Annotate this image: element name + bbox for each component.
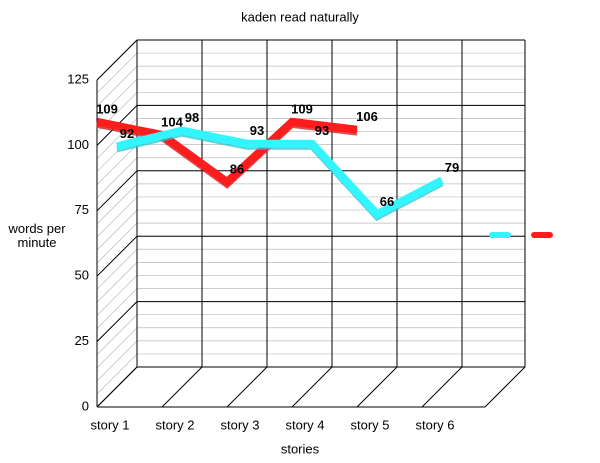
data-label: 93 [315, 123, 329, 138]
wall-hatch [96, 52, 138, 94]
x-tick-label: story 3 [220, 417, 259, 432]
y-tick-label: 75 [75, 202, 89, 217]
x-tick-label: story 1 [90, 417, 129, 432]
x-tick-label: story 2 [155, 417, 194, 432]
wall-hatch [96, 314, 138, 355]
wall-hatch [96, 288, 138, 329]
tick-depth [96, 301, 138, 342]
x-tick-label: story 4 [285, 417, 324, 432]
y-tick-label: 0 [82, 398, 89, 413]
wall-hatch [96, 196, 138, 238]
y-tick-label: 25 [75, 333, 89, 348]
x-tick-label: story 6 [415, 417, 454, 432]
data-label: 66 [380, 194, 394, 209]
wall-hatch [96, 222, 138, 264]
wall-hatch [96, 78, 138, 120]
data-label: 109 [291, 101, 313, 116]
wall-hatch [96, 249, 138, 290]
floor-line [291, 366, 333, 408]
y-axis-label: words per minute [8, 221, 66, 250]
y-tick-label: 125 [67, 71, 89, 86]
series-line [96, 117, 358, 188]
floor-line [226, 366, 268, 408]
data-label: 104 [161, 114, 183, 129]
wall-hatch [96, 157, 138, 198]
data-label: 86 [230, 161, 244, 176]
wall-hatch [96, 262, 138, 303]
tick-depth [96, 39, 138, 81]
floor-line [356, 366, 398, 408]
wall-hatch [96, 131, 138, 172]
wall-hatch [96, 144, 138, 185]
data-label: 106 [356, 109, 378, 124]
wall-hatch [96, 353, 138, 395]
data-label: 92 [120, 126, 134, 141]
chart-title: kaden read naturally [241, 9, 359, 24]
data-label: 79 [445, 160, 459, 175]
wall-hatch [96, 275, 138, 316]
x-tick-label: story 5 [350, 417, 389, 432]
wall-hatch [96, 327, 138, 369]
data-label: 93 [250, 123, 264, 138]
x-axis-label: stories [281, 441, 320, 456]
floor-line [96, 366, 138, 408]
data-label: 109 [96, 101, 118, 116]
floor-line [161, 366, 203, 408]
wall-hatch [96, 340, 138, 382]
wall-hatch [96, 65, 138, 107]
y-tick-label: 50 [75, 268, 89, 283]
y-tick-label: 100 [67, 137, 89, 152]
wall-hatch [96, 183, 138, 225]
floor-line [484, 366, 526, 408]
series-line [116, 126, 444, 220]
tick-depth [96, 235, 138, 277]
floor-line [421, 366, 463, 408]
data-label: 98 [185, 110, 199, 125]
tick-depth [96, 170, 138, 212]
wall-hatch [96, 209, 138, 251]
